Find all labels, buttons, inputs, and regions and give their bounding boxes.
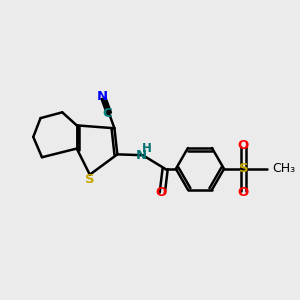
Text: O: O bbox=[155, 186, 166, 200]
Text: O: O bbox=[238, 185, 249, 199]
Text: S: S bbox=[238, 162, 248, 175]
Text: O: O bbox=[238, 139, 249, 152]
Text: N: N bbox=[97, 90, 108, 103]
Text: CH₃: CH₃ bbox=[272, 162, 296, 175]
Text: S: S bbox=[85, 173, 94, 186]
Text: H: H bbox=[142, 142, 152, 155]
Text: N: N bbox=[136, 149, 147, 162]
Text: C: C bbox=[103, 107, 112, 120]
